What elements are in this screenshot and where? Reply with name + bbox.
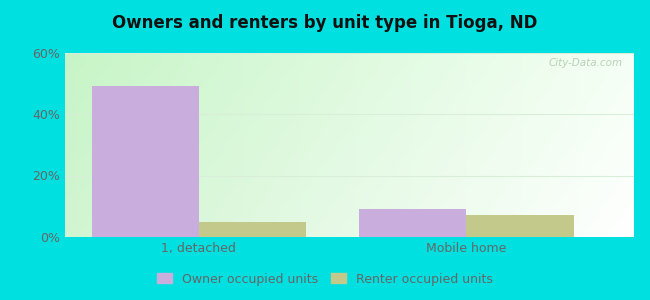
Bar (199, 222, 306, 237)
Text: Owners and renters by unit type in Tioga, ND: Owners and renters by unit type in Tioga… (112, 14, 538, 32)
Text: City-Data.com: City-Data.com (548, 58, 623, 68)
Bar (359, 209, 467, 237)
Legend: Owner occupied units, Renter occupied units: Owner occupied units, Renter occupied un… (152, 268, 498, 291)
Bar (92, 86, 199, 237)
Bar (467, 215, 573, 237)
